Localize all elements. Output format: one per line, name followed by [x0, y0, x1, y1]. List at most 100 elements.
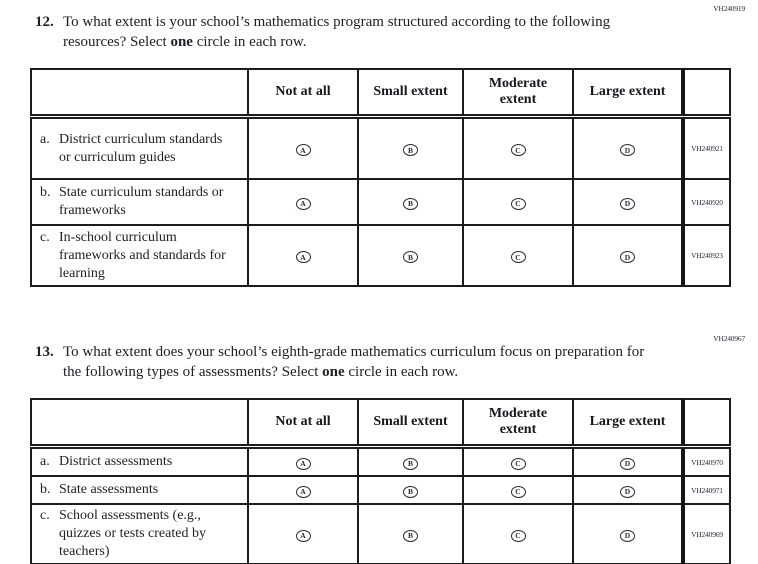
row-label-cell: b. State curriculum standards or framewo… — [30, 178, 249, 226]
question-13: 13. To what extent does your school’s ei… — [35, 343, 659, 382]
answer-option-a-circle[interactable]: A — [295, 529, 311, 542]
column-label: Not at all — [275, 414, 331, 429]
q13-row-c: c. School assessments (e.g., quizzes or … — [30, 503, 731, 564]
q13-column-header-moderate-extent: Moderate extent — [462, 398, 574, 449]
answer-option-b-circle[interactable]: B — [403, 457, 418, 470]
question-13-bold-word: one — [322, 363, 345, 380]
q13c-not-at-all-cell: A — [247, 503, 359, 564]
answer-option-c-circle[interactable]: C — [510, 485, 526, 498]
answer-option-c-circle[interactable]: C — [510, 529, 526, 542]
question-12-code: VH240919 — [713, 4, 745, 13]
row-letter: c. — [40, 508, 50, 523]
question-13-code: VH240967 — [713, 334, 745, 343]
q12a-small-extent-cell: B — [357, 115, 464, 180]
q12-row-a: a. District curriculum standards or curr… — [30, 115, 731, 180]
q12b-small-extent-cell: B — [357, 178, 464, 226]
column-label: Small extent — [373, 84, 448, 99]
answer-option-d-circle[interactable]: D — [620, 529, 635, 542]
row-code: VH240969 — [681, 503, 731, 564]
q12b-large-extent-cell: D — [572, 178, 684, 226]
q12-column-header-small-extent: Small extent — [357, 68, 464, 119]
row-label: In-school curriculum frameworks and stan… — [59, 229, 226, 281]
row-code: VH240971 — [681, 475, 731, 505]
q12a-moderate-extent-cell: C — [462, 115, 574, 180]
row-label: State curriculum standards or frameworks — [59, 185, 224, 218]
q13-column-header-small-extent: Small extent — [357, 398, 464, 449]
q13-corner-cell — [30, 398, 249, 449]
question-12-table: Not at all Small extent Moderate extent … — [30, 68, 731, 287]
row-label-cell: c. In-school curriculum frameworks and s… — [30, 224, 249, 287]
answer-option-d-circle[interactable]: D — [620, 485, 635, 498]
row-label: School assessments (e.g., quizzes or tes… — [59, 508, 206, 559]
answer-option-b-circle[interactable]: B — [403, 485, 418, 498]
q13-column-header-large-extent: Large extent — [572, 398, 684, 449]
column-label: Moderate extent — [488, 406, 548, 437]
q12-row-c: c. In-school curriculum frameworks and s… — [30, 224, 731, 287]
q13b-not-at-all-cell: A — [247, 475, 359, 505]
row-label: District curriculum standards or curricu… — [59, 131, 223, 165]
answer-option-d-circle[interactable]: D — [620, 144, 635, 157]
row-letter: b. — [40, 185, 51, 200]
q12-code-column-header-cell — [681, 68, 731, 119]
q12-corner-cell — [30, 68, 249, 119]
answer-option-d-circle[interactable]: D — [620, 457, 635, 470]
question-12-bold-word: one — [170, 33, 193, 50]
q12b-moderate-extent-cell: C — [462, 178, 574, 226]
q13-row-a: a. District assessments A B C D VH240970 — [30, 445, 731, 477]
row-code: VH240921 — [681, 115, 731, 180]
q13c-small-extent-cell: B — [357, 503, 464, 564]
q12a-large-extent-cell: D — [572, 115, 684, 180]
question-12-number: 12. — [35, 14, 54, 30]
answer-option-d-circle[interactable]: D — [620, 251, 635, 264]
row-label-cell: c. School assessments (e.g., quizzes or … — [30, 503, 249, 564]
column-label: Large extent — [589, 84, 666, 99]
q12c-small-extent-cell: B — [357, 224, 464, 287]
answer-option-c-circle[interactable]: C — [510, 197, 526, 210]
answer-option-d-circle[interactable]: D — [620, 197, 635, 210]
question-13-text-after: circle in each row. — [344, 363, 459, 380]
q12-row-b: b. State curriculum standards or framewo… — [30, 178, 731, 226]
column-label: Small extent — [373, 414, 448, 429]
answer-option-a-circle[interactable]: A — [295, 485, 311, 498]
q13a-moderate-extent-cell: C — [462, 445, 574, 477]
q13a-large-extent-cell: D — [572, 445, 684, 477]
q12c-large-extent-cell: D — [572, 224, 684, 287]
answer-option-a-circle[interactable]: A — [295, 197, 311, 210]
q13c-moderate-extent-cell: C — [462, 503, 574, 564]
q12b-not-at-all-cell: A — [247, 178, 359, 226]
row-code: VH240923 — [681, 224, 731, 287]
q13-row-b: b. State assessments A B C D VH240971 — [30, 475, 731, 505]
row-letter: b. — [40, 482, 51, 497]
question-12-text-before: To what extent is your school’s mathemat… — [63, 14, 611, 50]
answer-option-b-circle[interactable]: B — [403, 251, 418, 264]
answer-option-a-circle[interactable]: A — [295, 457, 311, 470]
answer-option-a-circle[interactable]: A — [295, 251, 311, 264]
q13a-not-at-all-cell: A — [247, 445, 359, 477]
answer-option-a-circle[interactable]: A — [295, 144, 311, 157]
row-code: VH240970 — [681, 445, 731, 477]
question-12-text: To what extent is your school’s mathemat… — [63, 13, 659, 52]
column-label: Moderate extent — [488, 76, 548, 107]
q12c-moderate-extent-cell: C — [462, 224, 574, 287]
q12c-not-at-all-cell: A — [247, 224, 359, 287]
q12a-not-at-all-cell: A — [247, 115, 359, 180]
question-13-number: 13. — [35, 344, 54, 360]
answer-option-c-circle[interactable]: C — [510, 251, 526, 264]
q12-column-header-moderate-extent: Moderate extent — [462, 68, 574, 119]
q13b-moderate-extent-cell: C — [462, 475, 574, 505]
row-label-cell: a. District curriculum standards or curr… — [30, 115, 249, 180]
answer-option-c-circle[interactable]: C — [510, 144, 526, 157]
answer-option-b-circle[interactable]: B — [403, 144, 418, 157]
q13b-large-extent-cell: D — [572, 475, 684, 505]
row-code: VH240920 — [681, 178, 731, 226]
answer-option-b-circle[interactable]: B — [403, 197, 418, 210]
row-label-cell: a. District assessments — [30, 445, 249, 477]
answer-option-c-circle[interactable]: C — [510, 457, 526, 470]
row-label: State assessments — [59, 482, 159, 497]
q13a-small-extent-cell: B — [357, 445, 464, 477]
question-13-text-before: To what extent does your school’s eighth… — [63, 344, 645, 380]
row-letter: a. — [40, 131, 50, 147]
answer-option-b-circle[interactable]: B — [403, 529, 418, 542]
column-label: Not at all — [275, 84, 331, 99]
